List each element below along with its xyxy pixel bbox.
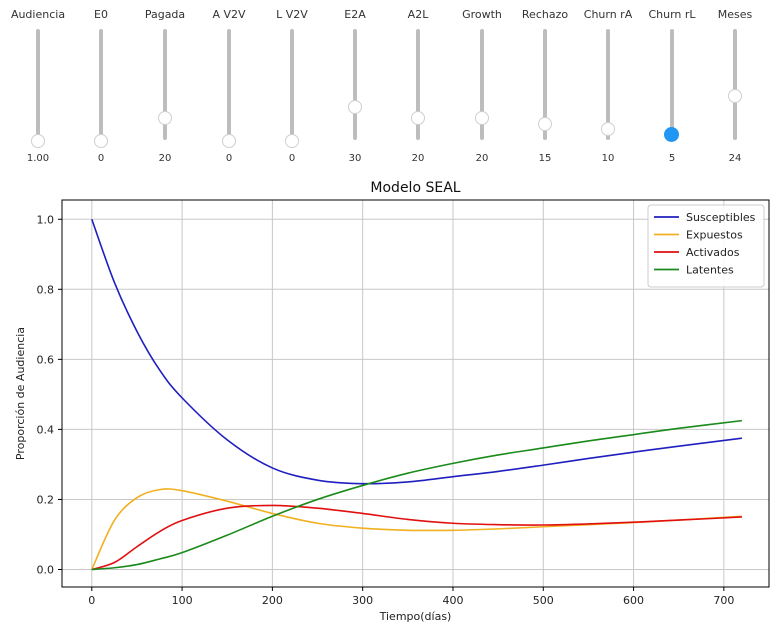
slider-handle[interactable]	[222, 133, 236, 148]
slider-handle[interactable]	[94, 133, 108, 148]
slider-label: Rechazo	[521, 8, 569, 21]
slider-label: A V2V	[212, 8, 246, 21]
slider-track[interactable]	[733, 29, 737, 140]
x-tick-label: 0	[88, 594, 95, 607]
slider-label: Growth	[462, 8, 502, 21]
slider-label: Meses	[717, 8, 753, 21]
y-tick-label: 0.4	[37, 423, 55, 436]
slider-label: L V2V	[276, 8, 308, 21]
slider-label: Audiencia	[10, 8, 66, 21]
y-axis-label: Proporción de Audiencia	[14, 327, 27, 460]
slider-track[interactable]	[36, 29, 40, 140]
slider-value: 20	[411, 153, 425, 164]
slider-churn-rl[interactable]: Churn rL 5	[642, 0, 702, 170]
x-tick-label: 600	[623, 594, 644, 607]
slider-rechazo[interactable]: Rechazo 15	[515, 0, 575, 170]
legend-box	[647, 204, 765, 288]
y-tick-label: 0.8	[37, 283, 55, 296]
slider-value: 1.00	[26, 153, 50, 164]
slider-track[interactable]	[416, 29, 420, 140]
slider-growth[interactable]: Growth 20	[452, 0, 512, 170]
slider-track[interactable]	[480, 29, 484, 140]
slider-handle[interactable]	[158, 111, 172, 126]
slider-a2l[interactable]: A2L 20	[388, 0, 448, 170]
slider-track[interactable]	[353, 29, 357, 140]
slider-a-v2v[interactable]: A V2V 0	[199, 0, 259, 170]
series-line-latentes	[91, 419, 743, 571]
series-line-expuestos	[91, 488, 742, 570]
plot-frame	[61, 199, 770, 588]
slider-track[interactable]	[290, 29, 294, 140]
slider-track[interactable]	[670, 29, 674, 140]
slider-meses[interactable]: Meses 24	[705, 0, 765, 170]
slider-value: 30	[348, 153, 362, 164]
slider-handle[interactable]	[538, 116, 552, 131]
legend-label: Activados	[686, 246, 740, 259]
slider-e2a[interactable]: E2A 30	[325, 0, 385, 170]
slider-label: Churn rA	[583, 8, 633, 21]
slider-handle[interactable]	[475, 111, 489, 126]
slider-track[interactable]	[606, 29, 610, 140]
slider-panel: Audiencia 1.00 E0 0 Pagada 20 A V2V 0 L V2V 0 E2A 3…	[0, 0, 781, 175]
series-line-susceptibles	[91, 218, 743, 485]
slider-value: 24	[728, 153, 742, 164]
slider-label: E0	[94, 8, 108, 21]
slider-audiencia[interactable]: Audiencia 1.00	[8, 0, 68, 170]
slider-track[interactable]	[163, 29, 167, 140]
slider-pagada[interactable]: Pagada 20	[135, 0, 195, 170]
slider-value: 0	[97, 153, 105, 164]
y-tick-label: 0.0	[37, 563, 55, 576]
slider-value: 0	[225, 153, 233, 164]
slider-handle[interactable]	[664, 127, 679, 143]
x-axis-label: Tiempo(días)	[379, 610, 452, 623]
slider-value: 20	[158, 153, 172, 164]
slider-label: E2A	[344, 8, 366, 21]
series-line-activados	[91, 504, 742, 571]
slider-track[interactable]	[227, 29, 231, 140]
slider-handle[interactable]	[601, 122, 615, 137]
slider-handle[interactable]	[285, 133, 299, 148]
slider-value: 10	[601, 153, 615, 164]
slider-handle[interactable]	[411, 111, 425, 126]
legend-label: Expuestos	[686, 229, 743, 242]
slider-value: 15	[538, 153, 552, 164]
chart-title: Modelo SEAL	[370, 180, 460, 196]
slider-value: 5	[668, 153, 676, 164]
slider-handle[interactable]	[348, 100, 362, 115]
x-tick-label: 100	[172, 594, 193, 607]
x-tick-label: 200	[262, 594, 283, 607]
y-tick-label: 1.0	[37, 213, 55, 226]
slider-churn-ra[interactable]: Churn rA 10	[578, 0, 638, 170]
slider-l-v2v[interactable]: L V2V 0	[262, 0, 322, 170]
legend-label: Susceptibles	[686, 211, 756, 224]
y-tick-label: 0.2	[37, 493, 55, 506]
seal-model-chart: 0 100 200 300 400 500 600 700 0.0 0.2 0.4 0.6 0.8 1.0…	[14, 180, 770, 623]
slider-track[interactable]	[543, 29, 547, 140]
slider-e0[interactable]: E0 0	[71, 0, 131, 170]
slider-label: Churn rL	[648, 8, 696, 21]
x-tick-label: 500	[533, 594, 554, 607]
slider-track[interactable]	[99, 29, 103, 140]
x-tick-label: 300	[352, 594, 373, 607]
y-tick-label: 0.6	[37, 353, 55, 366]
slider-handle[interactable]	[31, 133, 45, 148]
slider-value: 20	[475, 153, 489, 164]
x-tick-label: 700	[713, 594, 734, 607]
legend-label: Latentes	[686, 264, 734, 277]
x-tick-label: 400	[442, 594, 463, 607]
slider-value: 0	[288, 153, 296, 164]
slider-handle[interactable]	[728, 89, 742, 104]
slider-label: A2L	[407, 8, 429, 21]
slider-label: Pagada	[144, 8, 186, 21]
